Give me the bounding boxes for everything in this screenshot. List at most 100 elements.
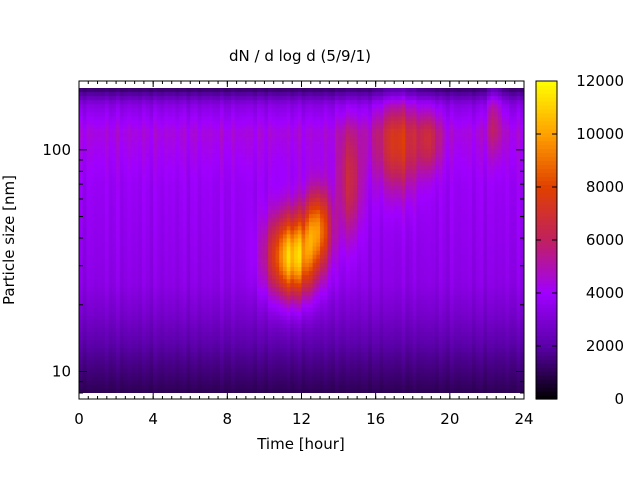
heatmap-cell [323, 242, 329, 248]
heatmap-cell [301, 384, 306, 390]
heatmap-cell [238, 376, 243, 382]
heatmap-cell [238, 124, 243, 130]
heatmap-cell [190, 323, 195, 329]
heatmap-cell [86, 140, 91, 146]
heatmap-cell [253, 132, 258, 138]
heatmap-cell [171, 210, 177, 215]
heatmap-cell [234, 372, 240, 378]
heatmap-cell [197, 348, 202, 353]
heatmap-cell [130, 140, 136, 146]
heatmap-cell [301, 372, 306, 378]
heatmap-cell [216, 262, 221, 268]
heatmap-cell [119, 283, 125, 288]
heatmap-cell [127, 108, 132, 113]
heatmap-cell [294, 332, 299, 337]
heatmap-cell [234, 197, 240, 203]
heatmap-cell [79, 234, 84, 240]
heatmap-cell [320, 189, 325, 195]
heatmap-cell [175, 254, 180, 260]
heatmap-cell [149, 108, 154, 113]
heatmap-cell [260, 315, 266, 321]
heatmap-cell [268, 140, 273, 146]
heatmap-cell [171, 234, 177, 240]
heatmap-cell [186, 108, 191, 113]
heatmap-cell [104, 266, 110, 272]
heatmap-cell [242, 201, 247, 207]
heatmap-cell [238, 291, 243, 296]
heatmap-cell [145, 234, 151, 240]
heatmap-cell [275, 189, 280, 195]
heatmap-cell [279, 327, 284, 333]
heatmap-cell [186, 336, 191, 341]
heatmap-cell [145, 173, 151, 179]
heatmap-cell [275, 380, 280, 386]
heatmap-cell [134, 112, 139, 118]
heatmap-cell [286, 112, 291, 118]
heatmap-cell [193, 254, 199, 260]
heatmap-cell [79, 246, 84, 252]
heatmap-cell [104, 242, 110, 248]
heatmap-cell [253, 388, 258, 393]
heatmap-cell [119, 153, 125, 158]
heatmap-cell [271, 96, 277, 101]
heatmap-cell [297, 201, 303, 207]
heatmap-cell [175, 230, 180, 235]
heatmap-cell [275, 96, 280, 101]
heatmap-cell [90, 177, 95, 183]
heatmap-cell [308, 177, 314, 183]
heatmap-cell [260, 246, 266, 252]
heatmap-cell [97, 332, 102, 337]
heatmap-cell [197, 92, 202, 97]
heatmap-cell [164, 360, 169, 366]
heatmap-cell [305, 153, 310, 158]
heatmap-cell [316, 116, 321, 122]
heatmap-cell [112, 205, 117, 211]
heatmap-cell [290, 173, 295, 179]
heatmap-cell [219, 388, 225, 393]
heatmap-cell [260, 144, 266, 150]
heatmap-cell [257, 197, 262, 203]
heatmap-cell [308, 100, 314, 105]
heatmap-cell [323, 88, 329, 93]
heatmap-cell [305, 132, 310, 138]
heatmap-cell [142, 348, 147, 353]
heatmap-cell [123, 266, 128, 272]
heatmap-cell [138, 112, 143, 118]
heatmap-cell [79, 222, 84, 227]
heatmap-cell [234, 230, 240, 235]
heatmap-cell [245, 368, 251, 374]
heatmap-cell [227, 197, 232, 203]
heatmap-cell [79, 287, 84, 292]
heatmap-cell [201, 311, 206, 317]
heatmap-cell [156, 165, 162, 170]
heatmap-cell [286, 226, 291, 231]
heatmap-cell [205, 149, 210, 154]
heatmap-cell [205, 112, 210, 118]
heatmap-cell [93, 388, 99, 393]
heatmap-cell [268, 242, 273, 248]
heatmap-cell [208, 104, 214, 109]
heatmap-cell [197, 327, 202, 333]
heatmap-cell [219, 238, 225, 244]
heatmap-cell [164, 201, 169, 207]
heatmap-cell [90, 157, 95, 162]
chart-title: dN / d log d (5/9/1) [229, 47, 371, 65]
heatmap-cell [175, 279, 180, 284]
heatmap-cell [160, 205, 165, 211]
heatmap-cell [201, 169, 206, 174]
heatmap-cell [112, 193, 117, 199]
heatmap-cell [112, 323, 117, 329]
heatmap-cell [305, 380, 310, 386]
heatmap-cell [134, 173, 139, 179]
heatmap-cell [223, 165, 228, 170]
heatmap-cell [197, 332, 202, 337]
heatmap-cell [119, 128, 125, 134]
heatmap-cell [153, 384, 158, 390]
heatmap-cell [205, 201, 210, 207]
heatmap-cell [290, 218, 295, 223]
heatmap-cell [90, 92, 95, 97]
heatmap-cell [275, 238, 280, 244]
heatmap-cell [257, 287, 262, 292]
heatmap-cell [219, 144, 225, 150]
heatmap-cell [301, 299, 306, 305]
